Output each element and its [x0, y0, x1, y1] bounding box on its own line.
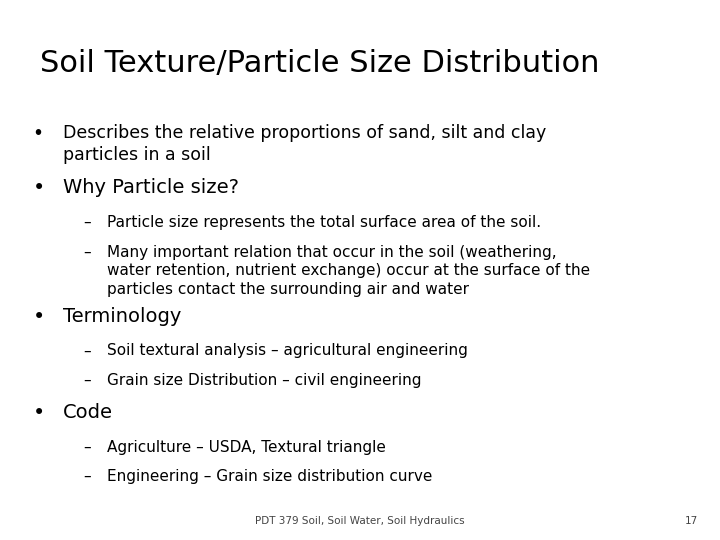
Text: Describes the relative proportions of sand, silt and clay
particles in a soil: Describes the relative proportions of sa… — [63, 124, 546, 164]
Text: •: • — [32, 178, 45, 198]
Text: Soil textural analysis – agricultural engineering: Soil textural analysis – agricultural en… — [107, 343, 467, 359]
Text: –: – — [83, 215, 91, 230]
Text: –: – — [83, 245, 91, 260]
Text: •: • — [32, 403, 45, 423]
Text: Grain size Distribution – civil engineering: Grain size Distribution – civil engineer… — [107, 373, 421, 388]
Text: Many important relation that occur in the soil (weathering,
water retention, nut: Many important relation that occur in th… — [107, 245, 590, 297]
Text: Why Particle size?: Why Particle size? — [63, 178, 239, 197]
Text: Particle size represents the total surface area of the soil.: Particle size represents the total surfa… — [107, 215, 541, 230]
Text: –: – — [83, 373, 91, 388]
Text: Code: Code — [63, 403, 113, 422]
Text: 17: 17 — [685, 516, 698, 526]
Text: –: – — [83, 343, 91, 359]
Text: PDT 379 Soil, Soil Water, Soil Hydraulics: PDT 379 Soil, Soil Water, Soil Hydraulic… — [255, 516, 465, 526]
Text: •: • — [32, 124, 43, 143]
Text: Soil Texture/Particle Size Distribution: Soil Texture/Particle Size Distribution — [40, 49, 599, 78]
Text: Agriculture – USDA, Textural triangle: Agriculture – USDA, Textural triangle — [107, 440, 385, 455]
Text: –: – — [83, 440, 91, 455]
Text: –: – — [83, 469, 91, 484]
Text: Terminology: Terminology — [63, 307, 181, 326]
Text: •: • — [32, 307, 45, 327]
Text: Engineering – Grain size distribution curve: Engineering – Grain size distribution cu… — [107, 469, 432, 484]
